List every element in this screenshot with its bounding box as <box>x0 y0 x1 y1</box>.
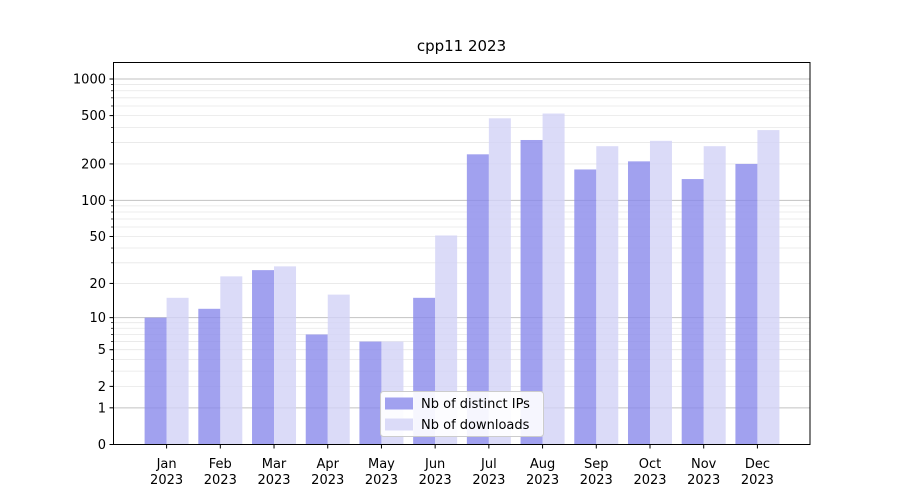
bar-distinct-ips-dec <box>735 163 758 445</box>
y-tick-label: 2 <box>98 380 106 395</box>
y-tick-label: 1 <box>98 401 106 416</box>
x-tick-label-year: 2023 <box>687 473 720 488</box>
y-tick-label: 20 <box>89 277 106 292</box>
x-tick-label-month: Jan <box>156 457 177 472</box>
bar-distinct-ips-feb <box>198 308 221 445</box>
x-tick-label-month: Jun <box>424 457 445 472</box>
x-tick-label-year: 2023 <box>633 473 666 488</box>
y-tick-label: 1000 <box>73 72 106 87</box>
legend-label-downloads: Nb of downloads <box>421 418 530 433</box>
x-tick-label-year: 2023 <box>741 473 774 488</box>
bar-distinct-ips-jan <box>144 317 167 445</box>
x-tick-label-month: Mar <box>262 457 287 472</box>
bar-downloads-oct <box>649 140 672 445</box>
bar-downloads-feb <box>220 276 243 445</box>
x-tick-label-month: Jul <box>480 457 497 472</box>
y-tick-label: 200 <box>81 157 106 172</box>
bar-distinct-ips-oct <box>627 161 650 445</box>
bar-downloads-apr <box>327 294 350 445</box>
bar-downloads-jan <box>166 297 189 445</box>
y-tick-label: 0 <box>98 438 106 453</box>
bar-downloads-sep <box>596 146 619 445</box>
bars <box>144 113 780 445</box>
bar-downloads-jul <box>488 118 511 445</box>
x-tick-label-month: Aug <box>530 457 555 472</box>
y-tick-label: 10 <box>89 311 106 326</box>
bar-downloads-nov <box>703 146 726 445</box>
legend-box <box>380 391 544 437</box>
bar-distinct-ips-mar <box>252 270 275 445</box>
x-tick-label-year: 2023 <box>419 473 452 488</box>
x-tick-label-month: Dec <box>745 457 770 472</box>
x-tick-label-year: 2023 <box>311 473 344 488</box>
x-tick-label-year: 2023 <box>204 473 237 488</box>
legend-swatch-downloads <box>385 418 413 431</box>
y-tick-label: 5 <box>98 343 106 358</box>
y-tick-label: 50 <box>89 230 106 245</box>
x-tick-label-year: 2023 <box>150 473 183 488</box>
y-tick-label: 100 <box>81 194 106 209</box>
x-tick-label-month: Nov <box>691 457 717 472</box>
x-tick-label-month: Feb <box>209 457 232 472</box>
y-tick-label: 500 <box>81 109 106 124</box>
bar-distinct-ips-apr <box>305 334 328 445</box>
legend-swatch-distinct-ips <box>385 397 413 410</box>
chart-title: cpp11 2023 <box>417 37 506 55</box>
bar-distinct-ips-may <box>359 341 382 445</box>
bar-downloads-mar <box>274 266 297 445</box>
plot-border <box>113 62 811 445</box>
x-tick-label-month: Sep <box>584 457 609 472</box>
x-tick-label-year: 2023 <box>257 473 290 488</box>
x-tick-label-month: May <box>368 457 395 472</box>
bar-downloads-dec <box>757 130 780 445</box>
x-tick-label-month: Apr <box>316 457 339 472</box>
bar-distinct-ips-aug <box>520 139 543 445</box>
bar-downloads-aug <box>542 113 565 445</box>
axis-ticks: 01251020501002005001000Jan2023Feb2023Mar… <box>73 72 774 488</box>
legend: Nb of distinct IPs Nb of downloads <box>380 391 544 437</box>
x-tick-label-year: 2023 <box>365 473 398 488</box>
legend-label-distinct-ips: Nb of distinct IPs <box>421 397 530 412</box>
x-tick-label-year: 2023 <box>526 473 559 488</box>
x-tick-label-month: Oct <box>639 457 661 472</box>
bar-distinct-ips-sep <box>574 169 597 445</box>
x-tick-label-year: 2023 <box>472 473 505 488</box>
bar-distinct-ips-jul <box>466 154 489 445</box>
bar-distinct-ips-nov <box>681 179 704 445</box>
x-tick-label-year: 2023 <box>580 473 613 488</box>
